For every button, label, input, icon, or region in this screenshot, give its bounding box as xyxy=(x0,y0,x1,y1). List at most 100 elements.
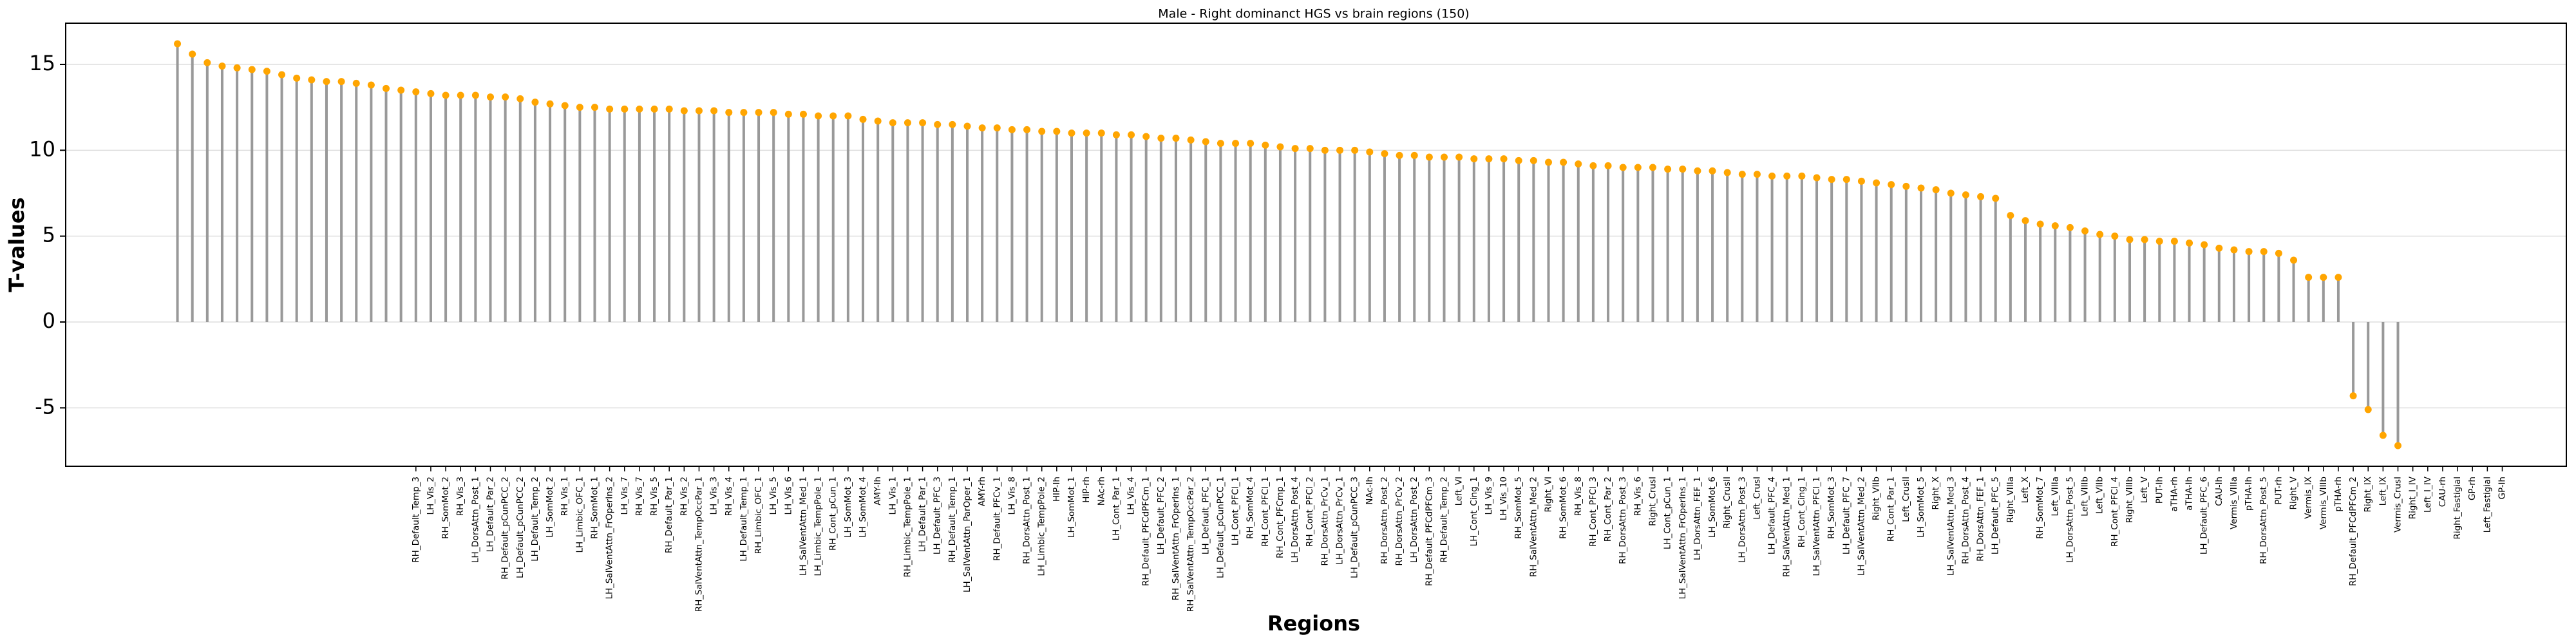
x-tick-label: GP-lh xyxy=(2497,477,2507,499)
marker xyxy=(1485,155,1493,163)
marker xyxy=(457,91,464,99)
x-tick-label: LH_Default_pCunPCC_2 xyxy=(515,477,526,578)
x-tick-label: RH_Cont_Cing_1 xyxy=(1797,477,1807,547)
x-tick-label: Right_X xyxy=(1931,477,1941,510)
marker xyxy=(636,105,643,113)
marker xyxy=(1530,156,1537,164)
x-tick-label: RH_Default_Temp_2 xyxy=(1439,477,1450,563)
x-tick-label: RH_SomMot_3 xyxy=(1826,477,1837,539)
marker xyxy=(1664,166,1672,173)
marker xyxy=(2022,217,2029,225)
marker xyxy=(1813,174,1821,182)
marker xyxy=(2186,239,2193,247)
x-tick-label: Left_IX xyxy=(2378,477,2388,506)
marker xyxy=(1142,133,1150,140)
x-tick-label: LH_DorsAttn_FEF_1 xyxy=(1692,477,1703,560)
x-tick-label: RH_SomMot_6 xyxy=(1558,477,1569,539)
x-tick-label: LH_DorsAttn_Post_3 xyxy=(1737,477,1747,563)
marker xyxy=(1619,164,1627,171)
marker xyxy=(502,93,509,101)
marker xyxy=(2036,220,2044,228)
x-tick-label: AMY-rh xyxy=(977,477,987,506)
x-tick-label: HIP-rh xyxy=(1081,477,1092,503)
x-tick-label: RH_Cont_PFCl_1 xyxy=(1260,477,1271,547)
x-tick-label: Left_I_IV xyxy=(2423,476,2433,513)
x-tick-label: pTHA-rh xyxy=(2333,477,2344,512)
marker xyxy=(1857,177,1865,185)
x-tick-label: RH_Default_pCunPCC_2 xyxy=(500,477,511,580)
marker xyxy=(1649,164,1656,171)
marker xyxy=(2201,241,2208,249)
x-tick-label: Right_IX xyxy=(2363,477,2373,513)
marker xyxy=(263,68,270,75)
marker xyxy=(606,105,614,113)
marker xyxy=(695,107,703,115)
marker xyxy=(710,107,718,115)
marker xyxy=(576,104,583,111)
marker xyxy=(546,100,554,108)
marker xyxy=(1560,158,1567,166)
y-tick-label: 15 xyxy=(29,51,55,75)
x-tick-label: Left_CrusII xyxy=(1901,477,1911,522)
marker xyxy=(859,115,867,123)
marker xyxy=(1709,167,1716,175)
x-tick-label: LH_DorsAttn_PrCv_1 xyxy=(1335,477,1345,565)
x-tick-label: RH_DorsAttn_Post_3 xyxy=(1618,477,1628,564)
marker xyxy=(650,105,658,113)
x-tick-label: RH_SalVentAttn_TempOccPar_1 xyxy=(694,477,704,612)
marker xyxy=(1232,140,1240,147)
y-tick-label: -5 xyxy=(35,394,55,419)
x-tick-label: NAc-rh xyxy=(1096,477,1106,506)
x-tick-label: AMY-lh xyxy=(873,477,883,506)
marker xyxy=(2081,227,2089,235)
x-tick-label: LH_SomMot_2 xyxy=(545,477,555,538)
marker xyxy=(815,112,822,120)
x-tick-label: RH_Default_Temp_1 xyxy=(947,477,958,563)
marker xyxy=(1753,171,1761,178)
x-tick-label: RH_Vis_8 xyxy=(1573,477,1584,516)
x-tick-label: LH_Cont_PFCl_1 xyxy=(1231,477,1241,545)
marker xyxy=(2260,248,2268,256)
x-tick-label: RH_SomMot_4 xyxy=(1245,477,1256,539)
marker xyxy=(174,40,182,48)
x-tick-label: aTHA-lh xyxy=(2184,477,2195,511)
marker xyxy=(1798,172,1806,180)
x-tick-label: LH_Cont_pCun_1 xyxy=(1663,477,1673,549)
marker xyxy=(2141,236,2148,243)
y-tick-label: 0 xyxy=(43,308,55,333)
x-tick-label: LH_SomMot_5 xyxy=(1916,477,1926,538)
x-tick-label: Left_V xyxy=(2139,476,2150,503)
x-tick-label: LH_SalVentAttn_FrOperIns_1 xyxy=(1678,477,1688,600)
marker xyxy=(412,88,420,96)
x-tick-label: RH_Cont_PFCl_4 xyxy=(2110,477,2120,547)
x-tick-label: LH_SalVentAttn_PFCl_1 xyxy=(1812,477,1822,576)
marker xyxy=(516,95,524,102)
marker xyxy=(1038,128,1046,135)
marker xyxy=(1977,193,1985,200)
marker xyxy=(1694,167,1701,175)
x-tick-label: LH_Vis_6 xyxy=(783,477,793,515)
marker xyxy=(1962,191,1969,199)
x-tick-label: Vermis_VIIIb xyxy=(2318,477,2329,529)
marker xyxy=(2007,212,2014,220)
x-tick-label: pTHA-lh xyxy=(2244,477,2254,511)
marker xyxy=(1306,145,1314,153)
marker xyxy=(397,86,405,94)
x-axis-label: Regions xyxy=(1267,611,1360,636)
marker xyxy=(799,110,807,118)
marker xyxy=(1679,166,1687,173)
x-tick-label: RH_Default_PFCdPFCm_3 xyxy=(1424,477,1434,586)
x-tick-label: LH_Cont_Par_1 xyxy=(1111,477,1121,540)
marker xyxy=(889,119,896,127)
x-tick-label: Right_I_IV xyxy=(2408,476,2418,519)
marker xyxy=(919,119,927,127)
marker xyxy=(2170,238,2178,245)
x-tick-label: LH_SalVentAttn_ParOper_1 xyxy=(962,477,972,592)
marker xyxy=(978,124,986,132)
x-tick-label: PUT-lh xyxy=(2154,477,2164,504)
marker xyxy=(1932,186,1940,194)
marker xyxy=(204,59,211,66)
x-tick-label: RH_SalVentAttn_FrOperIns_1 xyxy=(1171,477,1181,600)
x-tick-label: RH_Limbic_OFC_1 xyxy=(753,477,764,554)
